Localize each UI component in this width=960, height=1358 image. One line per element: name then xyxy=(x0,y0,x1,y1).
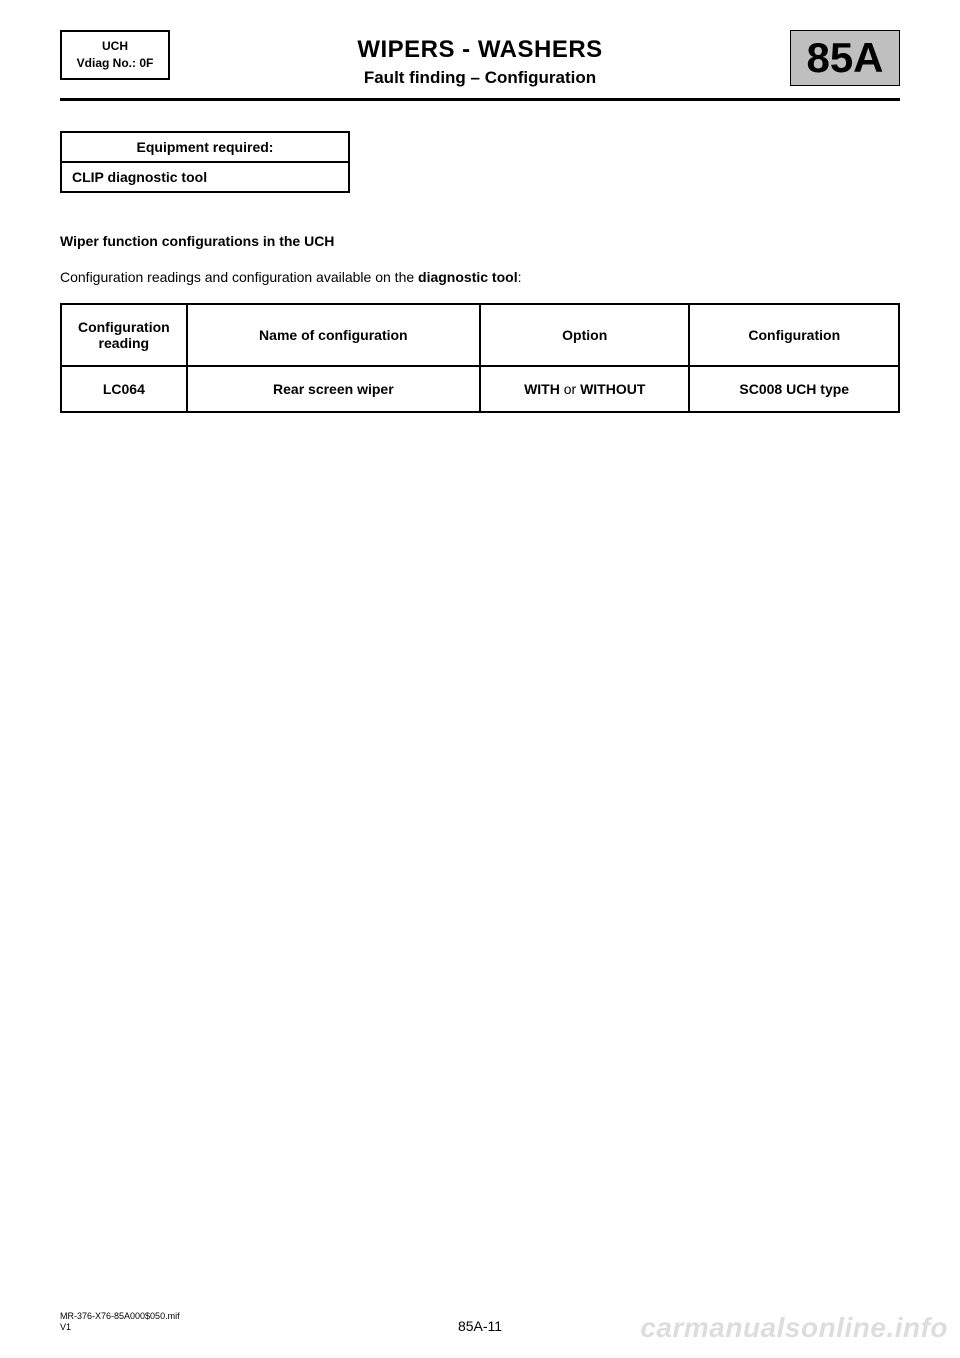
col-header-reading: Configuration reading xyxy=(61,304,187,366)
page-header: UCH Vdiag No.: 0F WIPERS - WASHERS Fault… xyxy=(60,30,900,88)
col-header-option: Option xyxy=(480,304,690,366)
intro-line-bold: diagnostic tool xyxy=(418,269,518,285)
cell-option-with: WITH xyxy=(524,381,560,397)
cell-config-text: SC008 UCH type xyxy=(739,381,849,397)
title-sub: Fault finding – Configuration xyxy=(170,68,790,88)
cell-reading: LC064 xyxy=(61,366,187,412)
configuration-table: Configuration reading Name of configurat… xyxy=(60,303,900,413)
page: UCH Vdiag No.: 0F WIPERS - WASHERS Fault… xyxy=(0,0,960,1358)
vdiag-line1: UCH xyxy=(72,38,158,55)
cell-name-text: Rear screen wiper xyxy=(273,381,394,397)
col-header-name: Name of configuration xyxy=(187,304,480,366)
cell-option-without: WITHOUT xyxy=(580,381,645,397)
intro-line: Configuration readings and configuration… xyxy=(60,269,900,285)
page-footer: MR-376-X76-85A000$050.mif V1 85A-11 xyxy=(60,1311,900,1334)
title-block: WIPERS - WASHERS Fault finding – Configu… xyxy=(170,36,790,88)
equipment-table: Equipment required: CLIP diagnostic tool xyxy=(60,131,350,193)
vdiag-line2: Vdiag No.: 0F xyxy=(72,55,158,72)
cell-option: WITH or WITHOUT xyxy=(480,366,690,412)
cell-config: SC008 UCH type xyxy=(689,366,899,412)
title-main: WIPERS - WASHERS xyxy=(170,36,790,64)
table-row: LC064 Rear screen wiper WITH or WITHOUT … xyxy=(61,366,899,412)
intro-line-prefix: Configuration readings and configuration… xyxy=(60,269,418,285)
cell-reading-text: LC064 xyxy=(103,381,145,397)
equipment-body: CLIP diagnostic tool xyxy=(61,162,349,192)
table-header-row: Configuration reading Name of configurat… xyxy=(61,304,899,366)
intro-heading: Wiper function configurations in the UCH xyxy=(60,233,900,249)
cell-name: Rear screen wiper xyxy=(187,366,480,412)
footer-page-number: 85A-11 xyxy=(60,1318,900,1334)
col-header-config: Configuration xyxy=(689,304,899,366)
section-code-badge: 85A xyxy=(790,30,900,86)
header-rule xyxy=(60,98,900,101)
intro-line-suffix: : xyxy=(518,269,522,285)
vdiag-box: UCH Vdiag No.: 0F xyxy=(60,30,170,80)
cell-option-or: or xyxy=(560,381,580,397)
equipment-header: Equipment required: xyxy=(61,132,349,162)
